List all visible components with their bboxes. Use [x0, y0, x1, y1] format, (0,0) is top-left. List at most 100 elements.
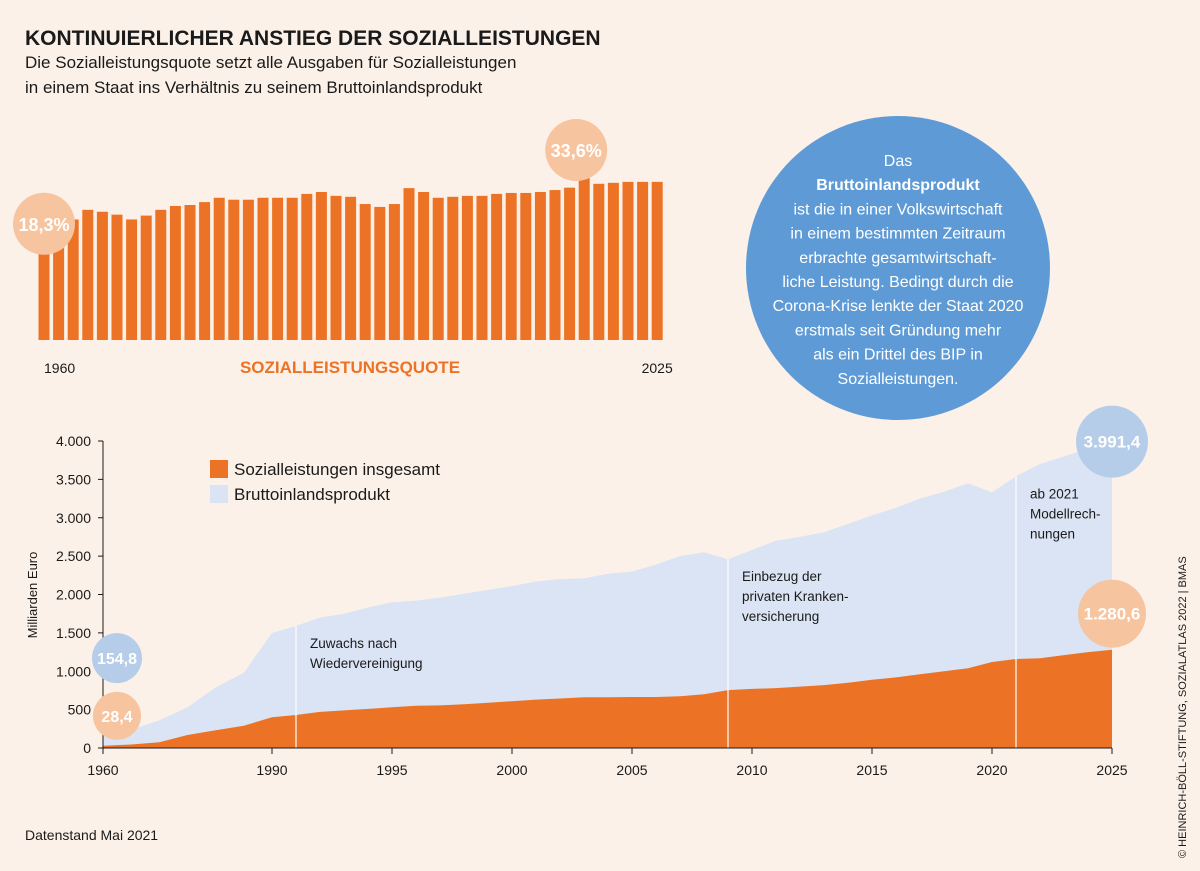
annotation-text: nungen: [1030, 526, 1075, 541]
x-axis-label: SOZIALLEISTUNGSQUOTE: [240, 358, 460, 377]
y-tick-label: 0: [83, 740, 91, 756]
bar: [491, 193, 503, 340]
bar: [38, 251, 50, 340]
bar: [418, 191, 430, 340]
annotation-text: privaten Kranken-: [742, 589, 849, 604]
bar: [622, 181, 634, 340]
legend-swatch: [210, 485, 228, 503]
x-tick-label: 1990: [256, 762, 287, 778]
value-label-bubble: [92, 633, 142, 684]
y-tick-label: 500: [68, 702, 92, 718]
x-tick-label: 2025: [642, 360, 673, 376]
bar: [534, 191, 546, 340]
y-axis-label: Milliarden Euro: [25, 552, 40, 639]
bar: [432, 197, 444, 340]
bar: [213, 197, 225, 340]
info-text: liche Leistung. Bedingt durch die: [782, 274, 1013, 291]
bar: [228, 199, 240, 340]
x-tick-label: 2000: [496, 762, 527, 778]
value-label: 3.991,4: [1084, 433, 1141, 452]
y-tick-label: 2.000: [56, 587, 91, 603]
legend-label: Sozialleistungen insgesamt: [234, 460, 440, 479]
x-tick-label: 1960: [44, 360, 75, 376]
value-label-bubble: [13, 192, 75, 255]
bar: [111, 214, 123, 340]
annotation-text: Zuwachs nach: [310, 636, 397, 651]
info-circle: [746, 116, 1050, 420]
y-tick-label: 1.000: [56, 663, 91, 679]
title: KONTINUIERLICHER ANSTIEG DER SOZIALLEIST…: [25, 27, 601, 50]
annotation-text: versicherung: [742, 609, 819, 624]
bar: [315, 191, 327, 340]
value-label: 28,4: [101, 709, 132, 726]
bar: [476, 195, 488, 340]
value-label: 1.280,6: [1084, 605, 1141, 624]
bar: [67, 219, 79, 340]
info-text: Corona-Krise lenkte der Staat 2020: [773, 298, 1024, 315]
info-text: in einem bestimmten Zeitraum: [790, 226, 1005, 243]
bar: [96, 211, 108, 340]
footer-note: Datenstand Mai 2021: [25, 827, 158, 843]
bar: [53, 226, 65, 340]
legend-swatch: [210, 460, 228, 478]
annotation-text: ab 2021: [1030, 486, 1079, 501]
bar: [374, 206, 386, 340]
x-tick-label: 2005: [616, 762, 647, 778]
bar: [126, 219, 138, 340]
bar: [607, 182, 619, 340]
credit: © HEINRICH-BÖLL-STIFTUNG, SOZIALATLAS 20…: [1177, 556, 1189, 858]
legend-label: Bruttoinlandsprodukt: [234, 485, 390, 504]
bar: [403, 188, 415, 340]
x-tick-label: 2015: [856, 762, 887, 778]
bar: [155, 209, 167, 340]
y-tick-label: 4.000: [56, 433, 91, 449]
value-label-bubble: [545, 119, 608, 181]
info-text: erstmals seit Gründung mehr: [795, 322, 1002, 339]
area: [103, 649, 1112, 748]
info-text: Das: [884, 153, 912, 170]
value-label-bubble: [93, 691, 141, 740]
subtitle: in einem Staat ins Verhältnis zu seinem …: [25, 78, 483, 97]
info-text: Bruttoinlandsprodukt: [816, 177, 980, 194]
bar: [140, 215, 152, 340]
info-text: erbrachte gesamtwirtschaft-: [799, 250, 996, 267]
bar: [257, 197, 269, 340]
info-text: als ein Drittel des BIP in: [813, 347, 983, 364]
bar: [520, 192, 532, 340]
bar: [564, 187, 576, 340]
bar: [359, 204, 371, 340]
x-tick-label: 1995: [376, 762, 407, 778]
annotation-text: Wiedervereinigung: [310, 656, 423, 671]
bar: [286, 197, 298, 340]
bar: [388, 204, 400, 340]
area: [103, 441, 1112, 748]
subtitle: Die Sozialleistungsquote setzt alle Ausg…: [25, 53, 516, 72]
y-tick-label: 1.500: [56, 625, 91, 641]
y-tick-label: 2.500: [56, 548, 91, 564]
value-label-bubble: [1076, 405, 1148, 478]
annotation-text: Einbezug der: [742, 569, 822, 584]
bar: [82, 209, 94, 340]
bar: [242, 199, 254, 340]
bar: [578, 178, 590, 340]
bar: [637, 181, 649, 340]
bar: [184, 205, 196, 340]
bar: [651, 181, 663, 340]
x-tick-label: 1960: [87, 762, 118, 778]
bar: [301, 193, 313, 340]
bar: [549, 190, 561, 340]
info-text: ist die in einer Volkswirtschaft: [794, 201, 1004, 218]
annotation-text: Modellrech-: [1030, 506, 1101, 521]
value-label: 154,8: [97, 651, 137, 668]
y-tick-label: 3.500: [56, 471, 91, 487]
info-text: Sozialleistungen.: [838, 371, 959, 388]
x-tick-label: 2010: [736, 762, 767, 778]
bar: [272, 197, 284, 340]
value-label: 33,6%: [551, 141, 602, 161]
bar: [593, 183, 605, 340]
x-tick-label: 2025: [1096, 762, 1127, 778]
x-tick-label: 2020: [976, 762, 1007, 778]
bar: [169, 205, 181, 340]
bar: [330, 195, 342, 340]
